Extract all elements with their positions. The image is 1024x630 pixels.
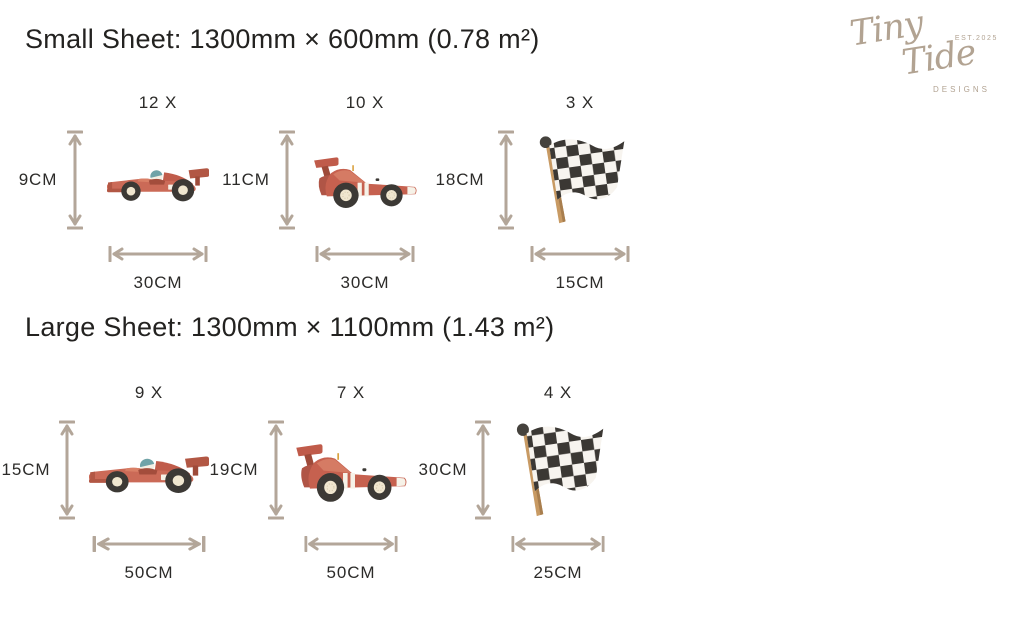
vertical-dimension-arrow-icon (475, 420, 491, 520)
brand-est-text: EST.2025 (954, 35, 998, 42)
large-sheet-vintage-race-car-item: 7 X 19CM 50CM (208, 374, 410, 586)
count-label: 12 X (138, 93, 178, 112)
vertical-dimension-arrow-icon (67, 130, 83, 230)
horizontal-dimension-arrow-icon (108, 246, 208, 262)
horizontal-dimension-arrow-icon (304, 536, 398, 552)
large-sheet-race-car-item: 9 X 15CM 50CM (0, 374, 216, 586)
horizontal-dimension-arrow-icon (511, 536, 605, 552)
width-label: 30CM (133, 273, 183, 292)
vertical-dimension-arrow-icon (59, 420, 75, 520)
count-label: 4 X (543, 383, 573, 402)
vertical-dimension-arrow-icon (498, 130, 514, 230)
horizontal-dimension-arrow-icon (92, 536, 206, 552)
height-label: 11CM (222, 170, 270, 189)
height-label: 30CM (418, 460, 468, 479)
width-label: 50CM (326, 563, 376, 582)
count-label: 7 X (336, 383, 366, 402)
width-label: 15CM (555, 273, 605, 292)
vertical-dimension-arrow-icon (279, 130, 295, 230)
small-sheet-checkered-flag-item: 3 X 18CM 15CM (432, 84, 636, 296)
count-label: 9 X (134, 383, 164, 402)
vintage-race-car-icon (312, 151, 418, 209)
checkered-flag-icon (510, 422, 606, 518)
brand-subtitle: DESIGNS (932, 85, 990, 94)
count-label: 3 X (565, 93, 595, 112)
brand-name-tide: Tide (899, 32, 979, 84)
vertical-dimension-arrow-icon (268, 420, 284, 520)
height-label: 18CM (435, 170, 485, 189)
large-sheet-title: Large Sheet: 1300mm × 1100mm (1.43 m²) (25, 312, 555, 342)
small-sheet-vintage-race-car-item: 10 X 11CM 30CM (222, 84, 426, 296)
small-sheet-race-car-item: 12 X 9CM 30CM (18, 84, 224, 296)
small-sheet-title: Small Sheet: 1300mm × 600mm (0.78 m²) (25, 24, 540, 54)
race-car-icon (89, 442, 209, 498)
width-label: 50CM (124, 563, 174, 582)
horizontal-dimension-arrow-icon (530, 246, 630, 262)
brand-logo: Tiny EST.2025 Tide DESIGNS (846, 4, 998, 98)
vintage-race-car-icon (294, 437, 408, 503)
height-label: 19CM (209, 460, 259, 479)
height-label: 9CM (18, 170, 58, 189)
height-label: 15CM (1, 460, 51, 479)
race-car-icon (107, 155, 209, 206)
count-label: 10 X (345, 93, 385, 112)
width-label: 30CM (340, 273, 390, 292)
checkered-flag-icon (533, 135, 627, 225)
large-sheet-checkered-flag-item: 4 X 30CM 25CM (418, 374, 616, 586)
width-label: 25CM (533, 563, 583, 582)
horizontal-dimension-arrow-icon (315, 246, 415, 262)
